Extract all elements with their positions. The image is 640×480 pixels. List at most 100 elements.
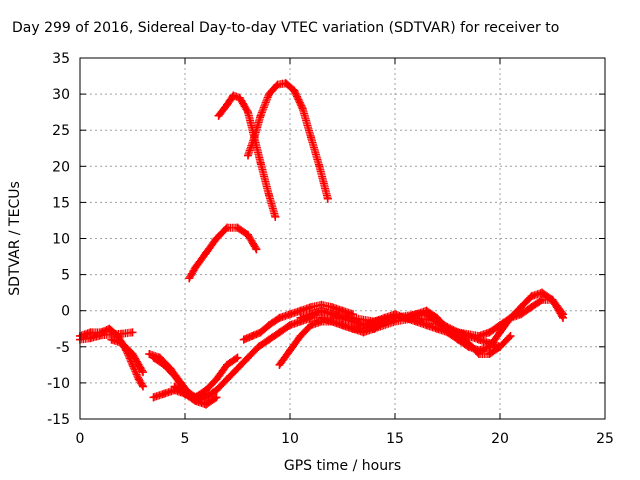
y-tick-label: 10 [52,232,70,248]
data-point [323,194,332,203]
data-point [233,223,242,232]
data-point [202,393,210,402]
data-point [97,331,105,340]
data-point [298,104,307,113]
data-point [212,386,221,395]
data-point [527,303,536,312]
data-point [370,324,378,333]
y-tick-label: 35 [52,51,70,67]
data-point [296,306,305,315]
data-point [307,303,315,312]
data-point [475,350,483,359]
grid [80,58,605,419]
data-point [256,328,265,337]
data-point [349,324,357,333]
data-point [273,80,282,89]
data-point [538,295,546,304]
y-axis-label: SDTVAR / TECUs [7,181,23,296]
data-point [275,328,284,337]
data-point [265,321,273,330]
data-point [202,386,210,395]
data-point [391,317,399,326]
series-arc-14 [185,223,261,283]
data-point [248,331,257,340]
data-point [191,396,200,405]
x-tick-label: 10 [281,431,299,447]
data-point [296,331,305,340]
data-point [239,335,248,344]
data-point [244,151,252,160]
data-point [317,306,326,315]
data-point [496,321,504,330]
data-point [139,368,147,377]
data-point [517,303,525,312]
data-point [412,313,420,322]
data-point [271,212,280,221]
data-point [134,375,143,384]
data-point [370,317,378,326]
data-point [506,331,515,340]
data-point [223,223,231,232]
data-point [290,86,299,95]
series-arc-16 [244,79,332,203]
data-point [328,317,336,326]
data-point [233,353,242,362]
data-point [254,342,263,351]
data-point [433,317,441,326]
x-tick-label: 25 [596,431,614,447]
data-point [317,317,326,326]
data-point [170,382,179,391]
data-point [538,288,546,297]
data-point [464,339,473,348]
data-point [338,321,347,330]
x-tick-label: 5 [181,431,190,447]
data-point [244,353,252,362]
data-point [496,342,504,351]
data-point [223,375,231,384]
data-point [315,162,324,171]
data-point [485,350,494,359]
series-arc-13 [370,295,567,340]
data-point [176,378,185,387]
data-point [145,350,154,359]
data-point [265,90,273,99]
data-point [235,93,244,102]
y-tick-label: 15 [52,195,70,211]
data-point [214,111,223,120]
data-point [328,310,336,319]
x-axis-label: GPS time / hours [284,458,401,474]
data-point [349,313,357,322]
data-point [181,389,189,398]
data-point [191,263,200,272]
axis-ticks: 0 5 10 15 20 25 -15 -10 -5 0 5 10 15 20 25 30 35 [47,51,614,447]
data-point [128,350,137,359]
data-point [307,133,315,142]
data-point [433,324,441,333]
data-point [256,158,265,167]
y-tick-label: 20 [52,159,70,175]
x-tick-label: 20 [491,431,509,447]
data-point [485,328,494,337]
data-point [202,400,210,409]
data-point [229,91,238,100]
data-series [76,79,567,409]
data-point [166,364,175,373]
data-point [506,313,515,322]
y-tick-label: 30 [52,87,70,103]
data-point [496,328,504,337]
data-point [212,375,221,384]
data-point [212,393,221,402]
data-point [233,364,242,373]
data-point [223,100,231,109]
y-tick-label: 0 [61,304,70,320]
series-arc-15 [214,91,280,221]
data-point [422,306,431,315]
data-point [265,335,273,344]
y-tick-label: -10 [47,376,70,392]
chart-title: Day 299 of 2016, Sidereal Day-to-day VTE… [12,20,559,36]
data-point [107,335,116,344]
data-point [307,310,315,319]
data-point [275,360,284,369]
data-point [244,230,252,239]
data-point [252,245,261,254]
